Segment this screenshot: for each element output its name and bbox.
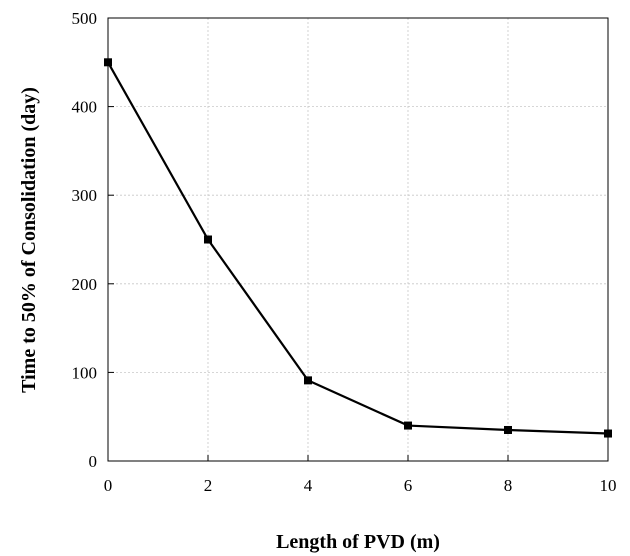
series-layer	[104, 58, 612, 438]
y-axis-title: Time to 50% of Consolidation (day)	[18, 87, 40, 393]
y-tick-label: 400	[72, 98, 98, 117]
y-tick-label: 200	[72, 275, 98, 294]
y-tick-label: 0	[89, 452, 98, 471]
data-point-marker	[604, 429, 612, 438]
x-tick-label: 2	[204, 476, 213, 495]
data-point-marker	[304, 376, 312, 385]
series-line	[107, 61, 609, 435]
grid	[108, 18, 608, 461]
plot-area-frame	[107, 17, 609, 462]
x-tick-label: 10	[600, 476, 617, 495]
y-tick-label: 500	[72, 9, 98, 28]
x-tick-label: 0	[104, 476, 113, 495]
x-tick-label: 8	[504, 476, 513, 495]
x-axis-title: Length of PVD (m)	[276, 531, 440, 553]
x-tick-label: 4	[304, 476, 313, 495]
x-tick-label: 6	[404, 476, 413, 495]
y-tick-label: 100	[72, 363, 98, 382]
data-point-marker	[504, 425, 512, 434]
y-tick-label: 300	[72, 186, 98, 205]
data-point-marker	[204, 235, 212, 244]
data-point-marker	[104, 58, 112, 67]
data-point-marker	[404, 421, 412, 430]
